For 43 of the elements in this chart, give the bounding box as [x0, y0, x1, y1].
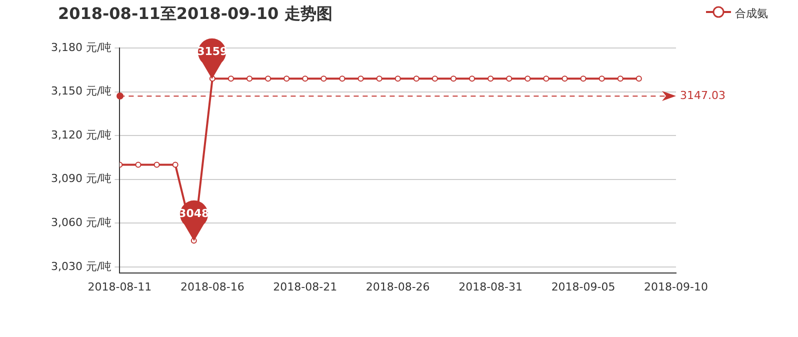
- annotation: 3048: [178, 206, 210, 221]
- x-tick-label: 2018-08-26: [366, 280, 430, 294]
- point: [524, 76, 531, 82]
- x-tick-label: 2018-08-21: [273, 280, 338, 294]
- point: [469, 76, 476, 82]
- point: [284, 76, 290, 82]
- chart-title: 2018-08-11至2018-09-10 走势图: [58, 4, 332, 25]
- y-tick-label: 3,150 元/吨: [50, 84, 112, 98]
- point: [394, 76, 401, 82]
- x-tick-label: 2018-08-11: [88, 280, 152, 294]
- point: [488, 76, 494, 82]
- point: [246, 76, 252, 82]
- point: [617, 76, 624, 82]
- x-tick-label: 2018-08-31: [458, 280, 523, 294]
- point: [562, 76, 568, 82]
- point: [172, 162, 178, 168]
- y-tick-label: 3,030 元/吨: [50, 260, 112, 273]
- point: [543, 76, 550, 82]
- x-tick-label: 2018-09-10: [644, 280, 708, 294]
- point: [320, 76, 327, 82]
- point: [413, 76, 420, 82]
- y-tick-label: 3,060 元/吨: [50, 216, 112, 230]
- point: [432, 76, 438, 82]
- y-tick-label: 3,090 元/吨: [50, 172, 112, 186]
- y-tick-label: 3,120 元/吨: [50, 128, 112, 142]
- point: [265, 76, 272, 82]
- point: [636, 76, 642, 82]
- point: [376, 76, 382, 82]
- point: [358, 76, 364, 82]
- x-tick-label: 2018-08-16: [180, 280, 244, 294]
- point: [302, 76, 308, 82]
- point: [580, 76, 586, 82]
- y-tick-label: 3,180 元/吨: [50, 40, 112, 54]
- point: [228, 76, 234, 82]
- point: [506, 76, 512, 82]
- point: [135, 162, 142, 168]
- point: [598, 76, 605, 82]
- point: [450, 76, 456, 82]
- point: [154, 162, 160, 168]
- x-tick-label: 2018-09-05: [551, 280, 616, 294]
- point: [339, 76, 346, 82]
- ref-line-label: 3147.03: [680, 88, 726, 102]
- legend-label: 合成氨: [735, 6, 768, 21]
